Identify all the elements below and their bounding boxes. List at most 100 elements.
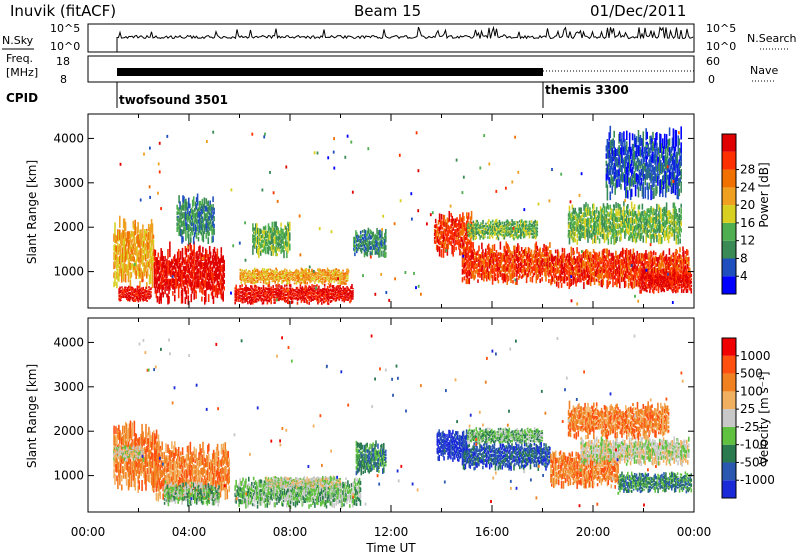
data-cell xyxy=(575,277,577,281)
data-cell xyxy=(659,263,662,271)
data-cell xyxy=(199,200,202,206)
data-cell xyxy=(120,289,122,292)
data-cell xyxy=(147,242,150,250)
data-cell xyxy=(444,238,447,245)
data-cell xyxy=(677,281,679,287)
data-cell xyxy=(532,227,535,230)
data-cell xyxy=(516,221,518,224)
data-cell xyxy=(510,226,512,228)
data-cell xyxy=(598,251,601,256)
data-cell xyxy=(549,250,551,255)
data-cell xyxy=(251,276,253,280)
data-cell xyxy=(289,287,292,292)
data-cell xyxy=(325,277,328,280)
data-cell xyxy=(529,252,532,257)
data-cell xyxy=(261,271,264,274)
data-cell xyxy=(161,250,163,262)
data-cell xyxy=(478,229,480,232)
data-cell xyxy=(603,264,606,269)
data-cell xyxy=(347,292,349,296)
data-cell xyxy=(178,225,180,236)
data-cell xyxy=(247,292,249,296)
data-cell xyxy=(333,291,336,294)
data-cell xyxy=(244,270,246,274)
data-cell xyxy=(462,212,464,224)
data-cell xyxy=(126,298,128,300)
data-cell xyxy=(600,273,603,280)
data-cell xyxy=(121,289,123,292)
data-cell xyxy=(526,230,529,232)
data-cell xyxy=(464,222,466,231)
data-cell xyxy=(498,270,501,274)
data-cell xyxy=(309,276,311,280)
data-cell xyxy=(218,283,221,291)
data-cell xyxy=(496,234,499,238)
data-cell xyxy=(332,269,335,272)
data-cell xyxy=(532,236,535,239)
data-cell xyxy=(590,229,592,233)
data-cell xyxy=(211,236,213,243)
data-cell xyxy=(473,248,475,255)
data-cell xyxy=(289,232,291,241)
data-cell xyxy=(586,249,588,254)
data-cell xyxy=(385,244,387,250)
data-cell xyxy=(586,274,588,279)
data-cell xyxy=(507,226,509,230)
data-cell xyxy=(672,273,674,277)
data-cell xyxy=(276,292,278,294)
data-cell xyxy=(344,294,346,297)
data-cell xyxy=(377,236,379,241)
data-cell xyxy=(530,228,533,232)
data-cell xyxy=(180,269,183,275)
data-cell xyxy=(256,291,259,295)
data-cell xyxy=(561,247,564,253)
data-cell xyxy=(636,250,639,257)
data-cell xyxy=(252,302,254,305)
data-cell xyxy=(547,270,549,276)
data-cell xyxy=(162,291,164,298)
data-cell xyxy=(568,222,571,228)
data-cell xyxy=(593,217,595,222)
data-cell xyxy=(263,241,266,246)
data-cell xyxy=(381,239,383,248)
data-cell xyxy=(491,236,494,239)
data-cell xyxy=(651,258,653,263)
data-cell xyxy=(458,219,460,226)
data-cell xyxy=(304,276,307,281)
data-cell xyxy=(447,237,450,243)
data-cell xyxy=(204,223,207,230)
data-cell xyxy=(163,265,165,269)
data-cell xyxy=(279,246,281,249)
data-cell xyxy=(187,295,190,305)
data-cell xyxy=(509,264,511,273)
data-cell xyxy=(252,234,254,244)
data-cell xyxy=(333,280,336,283)
data-cell xyxy=(307,278,309,280)
data-cell xyxy=(647,269,649,275)
data-cell xyxy=(592,249,595,253)
data-cell xyxy=(483,255,485,260)
data-cell xyxy=(302,273,305,279)
data-cell xyxy=(493,244,496,251)
data-cell xyxy=(470,254,472,260)
data-cell xyxy=(321,272,324,277)
data-cell xyxy=(334,272,337,277)
data-cell xyxy=(468,232,471,234)
data-cell xyxy=(267,299,270,302)
data-cell xyxy=(662,250,665,256)
data-cell xyxy=(522,223,524,227)
data-cell xyxy=(486,253,488,260)
data-cell xyxy=(620,251,622,257)
data-cell xyxy=(481,225,483,228)
data-cell xyxy=(130,294,133,296)
data-cell xyxy=(374,233,376,238)
data-cell xyxy=(266,268,269,271)
data-cell xyxy=(146,282,148,290)
data-cell xyxy=(530,269,533,274)
data-cell xyxy=(665,283,667,287)
data-cell xyxy=(378,230,380,235)
data-speck xyxy=(429,213,432,217)
data-cell xyxy=(463,242,465,247)
data-cell xyxy=(194,212,197,223)
data-cell xyxy=(350,293,352,298)
